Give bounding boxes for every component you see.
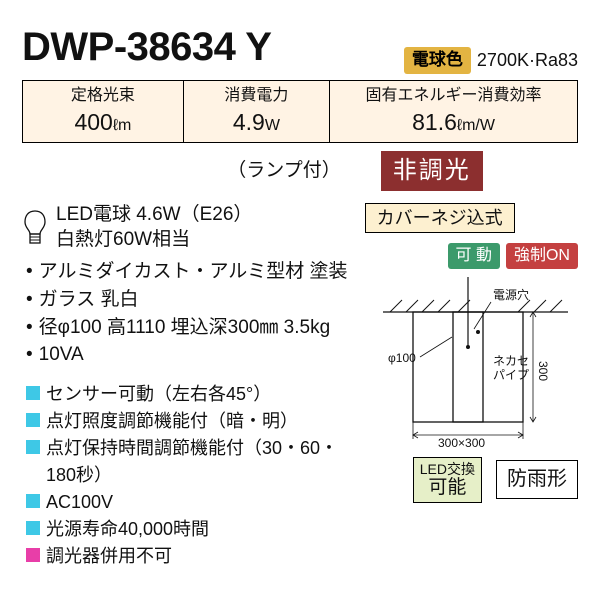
spec-item: 径φ100 高1110 埋込深300㎜ 3.5kg [26, 314, 353, 342]
diagram-pipe2: パイプ [493, 368, 529, 382]
spec-item: アルミダイカスト・アルミ型材 塗装 [26, 258, 353, 286]
model-number: DWP-38634 Y [22, 20, 271, 74]
diagram-pipe: ネカセ [493, 354, 529, 368]
feature-item: 調光器併用不可 [26, 543, 353, 570]
spec-cell-lumen: 定格光束 400ℓm [23, 81, 184, 142]
lamp-line1: LED電球 4.6W（E26） [56, 203, 252, 228]
lamp-row: （ランプ付） 非調光 [22, 151, 578, 191]
color-info: 電球色 2700K·Ra83 [404, 47, 578, 74]
color-badge: 電球色 [404, 47, 471, 74]
feature-item: 点灯照度調節機能付（暗・明） [26, 408, 353, 435]
spec-item: 10VA [26, 341, 353, 369]
feature-item: 点灯保持時間調節機能付（30・60・180秒） [26, 435, 353, 489]
spec-value: 81.6 [412, 109, 457, 135]
led-bottom: 可能 [420, 477, 475, 499]
feature-list: センサー可動（左右各45°） 点灯照度調節機能付（暗・明） 点灯保持時間調節機能… [22, 381, 353, 570]
install-diagram: 電源穴 φ100 ネカセ パイプ 300 [368, 277, 578, 447]
diagram-depth: 300 [536, 361, 550, 381]
movable-tag: 可 動 [448, 243, 500, 269]
spec-table: 定格光束 400ℓm 消費電力 4.9W 固有エネルギー消費効率 81.6ℓm/… [22, 80, 578, 143]
non-dimmable-badge: 非調光 [381, 151, 483, 191]
bulb-icon [22, 208, 48, 248]
bottom-badges: LED交換 可能 防雨形 [365, 457, 578, 503]
left-column: LED電球 4.6W（E26） 白熱灯60W相当 アルミダイカスト・アルミ型材 … [22, 203, 353, 570]
lamp-included: （ランプ付） [227, 158, 340, 184]
spec-cell-power: 消費電力 4.9W [184, 81, 330, 142]
diagram-phi: φ100 [388, 351, 416, 365]
cover-type-box: カバーネジ込式 [365, 203, 515, 233]
led-replace-box: LED交換 可能 [413, 457, 482, 503]
tag-row: 可 動 強制ON [365, 243, 578, 269]
force-on-tag: 強制ON [506, 243, 578, 269]
spec-label: 定格光束 [23, 85, 183, 107]
lamp-line2: 白熱灯60W相当 [56, 228, 252, 253]
spec-label: 消費電力 [184, 85, 329, 107]
content: LED電球 4.6W（E26） 白熱灯60W相当 アルミダイカスト・アルミ型材 … [22, 203, 578, 570]
spec-value: 4.9 [233, 109, 265, 135]
header-row: DWP-38634 Y 電球色 2700K·Ra83 [22, 20, 578, 74]
right-column: カバーネジ込式 可 動 強制ON 電源 [365, 203, 578, 570]
lamp-text: LED電球 4.6W（E26） 白熱灯60W相当 [56, 203, 252, 252]
spec-item: ガラス 乳白 [26, 286, 353, 314]
feature-item: 光源寿命40,000時間 [26, 516, 353, 543]
diagram-power-hole: 電源穴 [493, 287, 529, 302]
spec-label: 固有エネルギー消費効率 [330, 85, 577, 107]
spec-unit: W [265, 117, 280, 134]
feature-item: センサー可動（左右各45°） [26, 381, 353, 408]
diagram-foot: 300×300 [438, 436, 485, 447]
spec-value: 400 [74, 109, 112, 135]
color-spec: 2700K·Ra83 [477, 48, 578, 72]
spec-unit: ℓm/W [457, 117, 495, 134]
spec-unit: ℓm [113, 117, 132, 134]
lamp-info: LED電球 4.6W（E26） 白熱灯60W相当 [22, 203, 353, 252]
spec-cell-efficiency: 固有エネルギー消費効率 81.6ℓm/W [330, 81, 577, 142]
spec-list: アルミダイカスト・アルミ型材 塗装 ガラス 乳白 径φ100 高1110 埋込深… [22, 258, 353, 368]
led-top: LED交換 [420, 461, 475, 477]
feature-item: AC100V [26, 489, 353, 516]
rainproof-box: 防雨形 [496, 460, 578, 499]
